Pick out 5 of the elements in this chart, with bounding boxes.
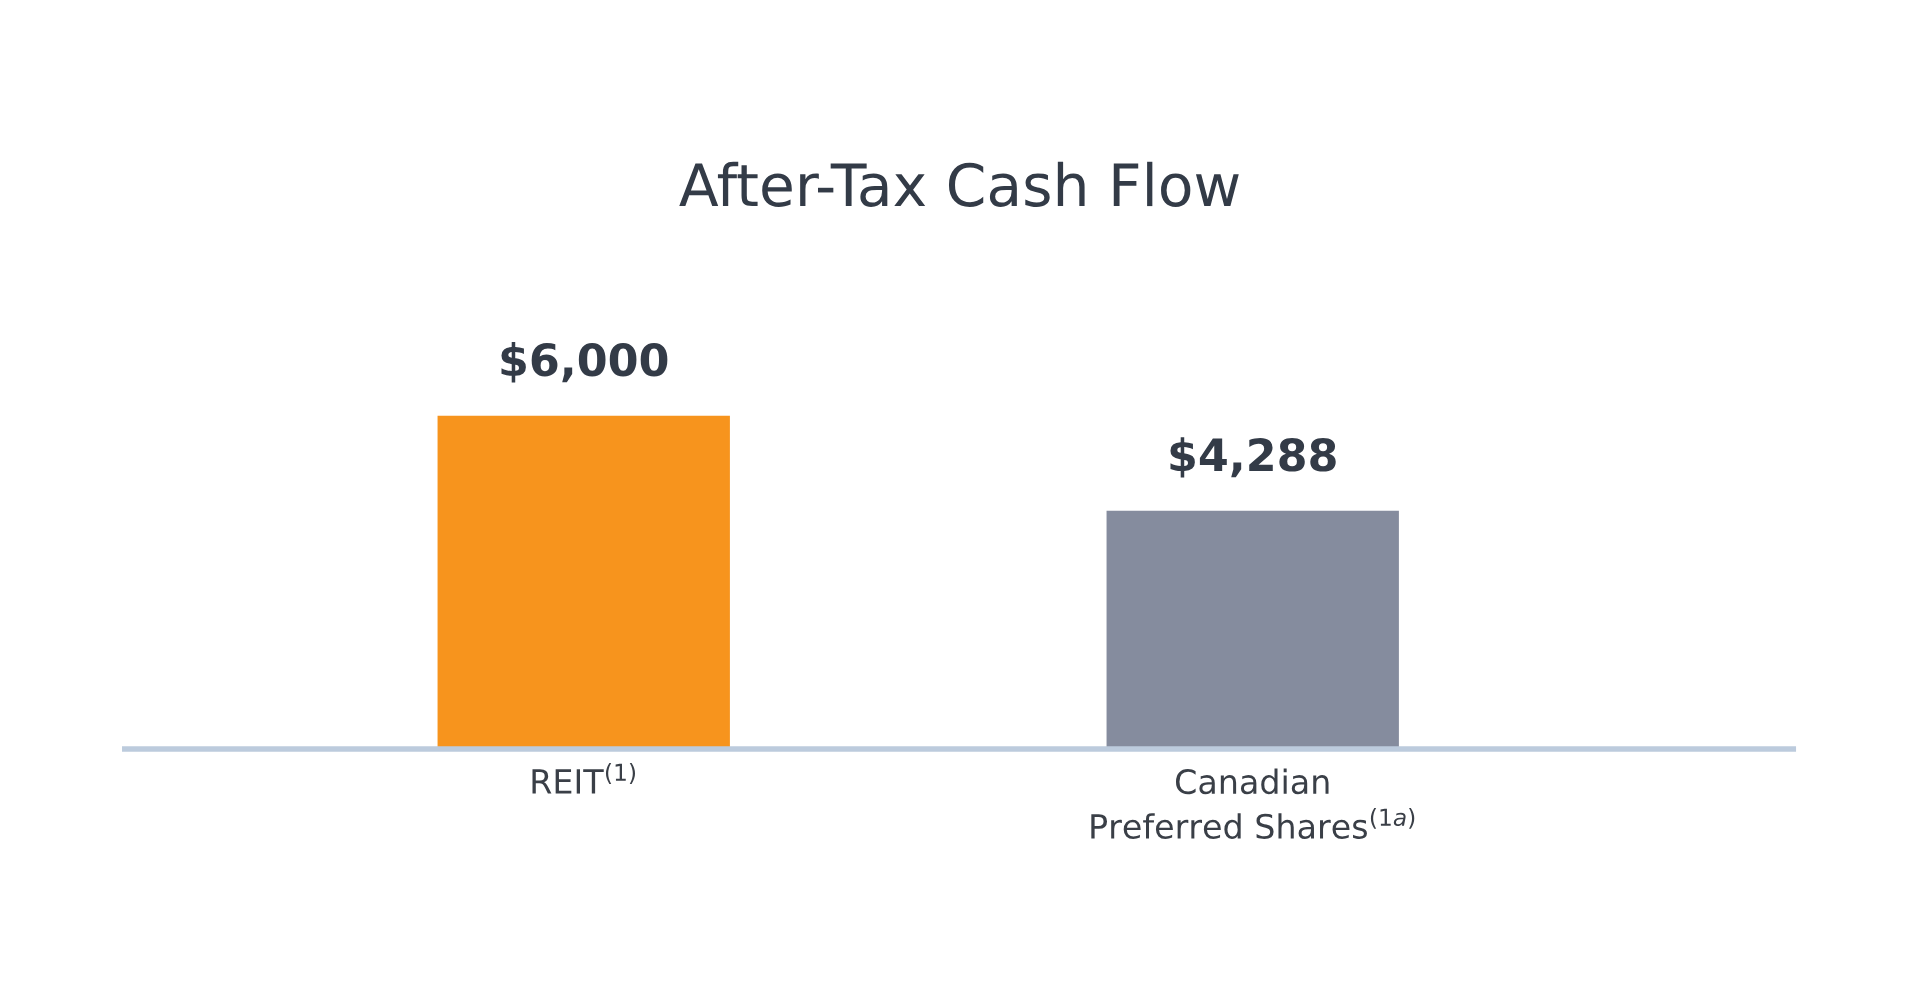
x-tick-label: REIT$^{(1)}$ [532, 763, 636, 794]
x-tick-label: Canadian Preferred Shares$^{(1a)}$ [1091, 768, 1415, 839]
data-label: $6,000 [501, 342, 668, 383]
data-label: $4,288 [1170, 437, 1336, 478]
chart-title: After-Tax Cash Flow [679, 161, 1239, 207]
